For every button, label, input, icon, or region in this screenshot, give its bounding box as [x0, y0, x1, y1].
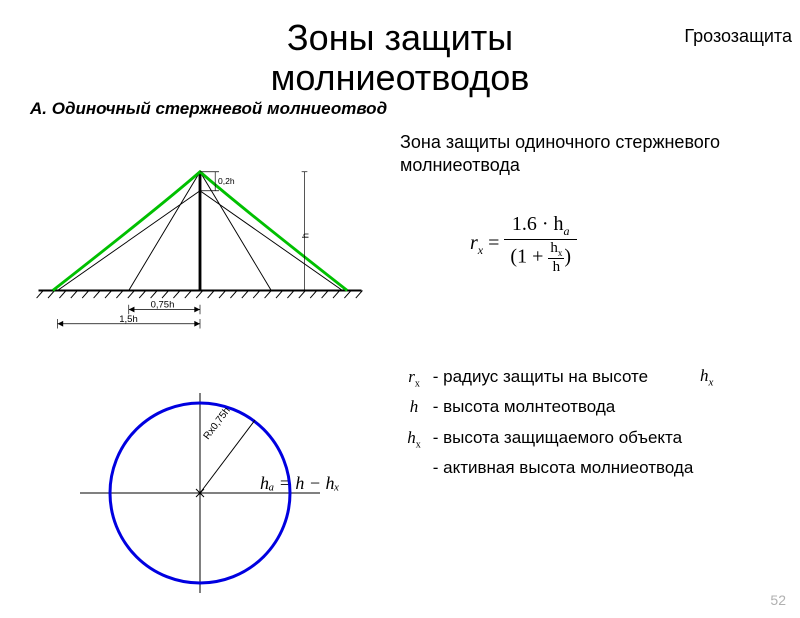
formula: rx = 1.6 · ha (1 + hx h ) [470, 213, 577, 276]
page-title: Зоны защиты молниеотводов [0, 18, 800, 97]
diagram-plan: Rx0,75h [60, 378, 340, 598]
legend-row: rx - радиус защиты на высоте [400, 366, 693, 390]
legend-row: hx - высота защищаемого объекта [400, 427, 693, 451]
dim-075h: 0,75h [151, 300, 175, 311]
title-line-1: Зоны защиты [287, 17, 513, 58]
legend-row: h - высота молнтеотвода [400, 396, 693, 420]
subtitle: А. Одиночный стержневой молниеотвод [30, 99, 800, 119]
title-line-2: молниеотводов [271, 57, 530, 98]
dim-02h: 0,2h [218, 176, 235, 186]
hx-label: hx [700, 366, 713, 388]
corner-label: Грозозащита [684, 26, 792, 47]
dim-15h: 1,5h [119, 314, 138, 325]
legend: rx - радиус защиты на высоте h - высота … [400, 366, 693, 485]
radius-label: Rx0,75h [202, 405, 233, 441]
formula-fraction: 1.6 · ha (1 + hx h ) [504, 213, 577, 276]
legend-row: - активная высота молниеотвода [400, 457, 693, 479]
formula-lhs: rx [470, 232, 483, 254]
diagram-elevation: 0,2h h 0,75h 1,5h [20, 148, 380, 338]
zone-description: Зона защиты одиночного стержневого молни… [400, 131, 780, 176]
dim-h: h [300, 233, 311, 238]
page-number: 52 [770, 592, 786, 608]
